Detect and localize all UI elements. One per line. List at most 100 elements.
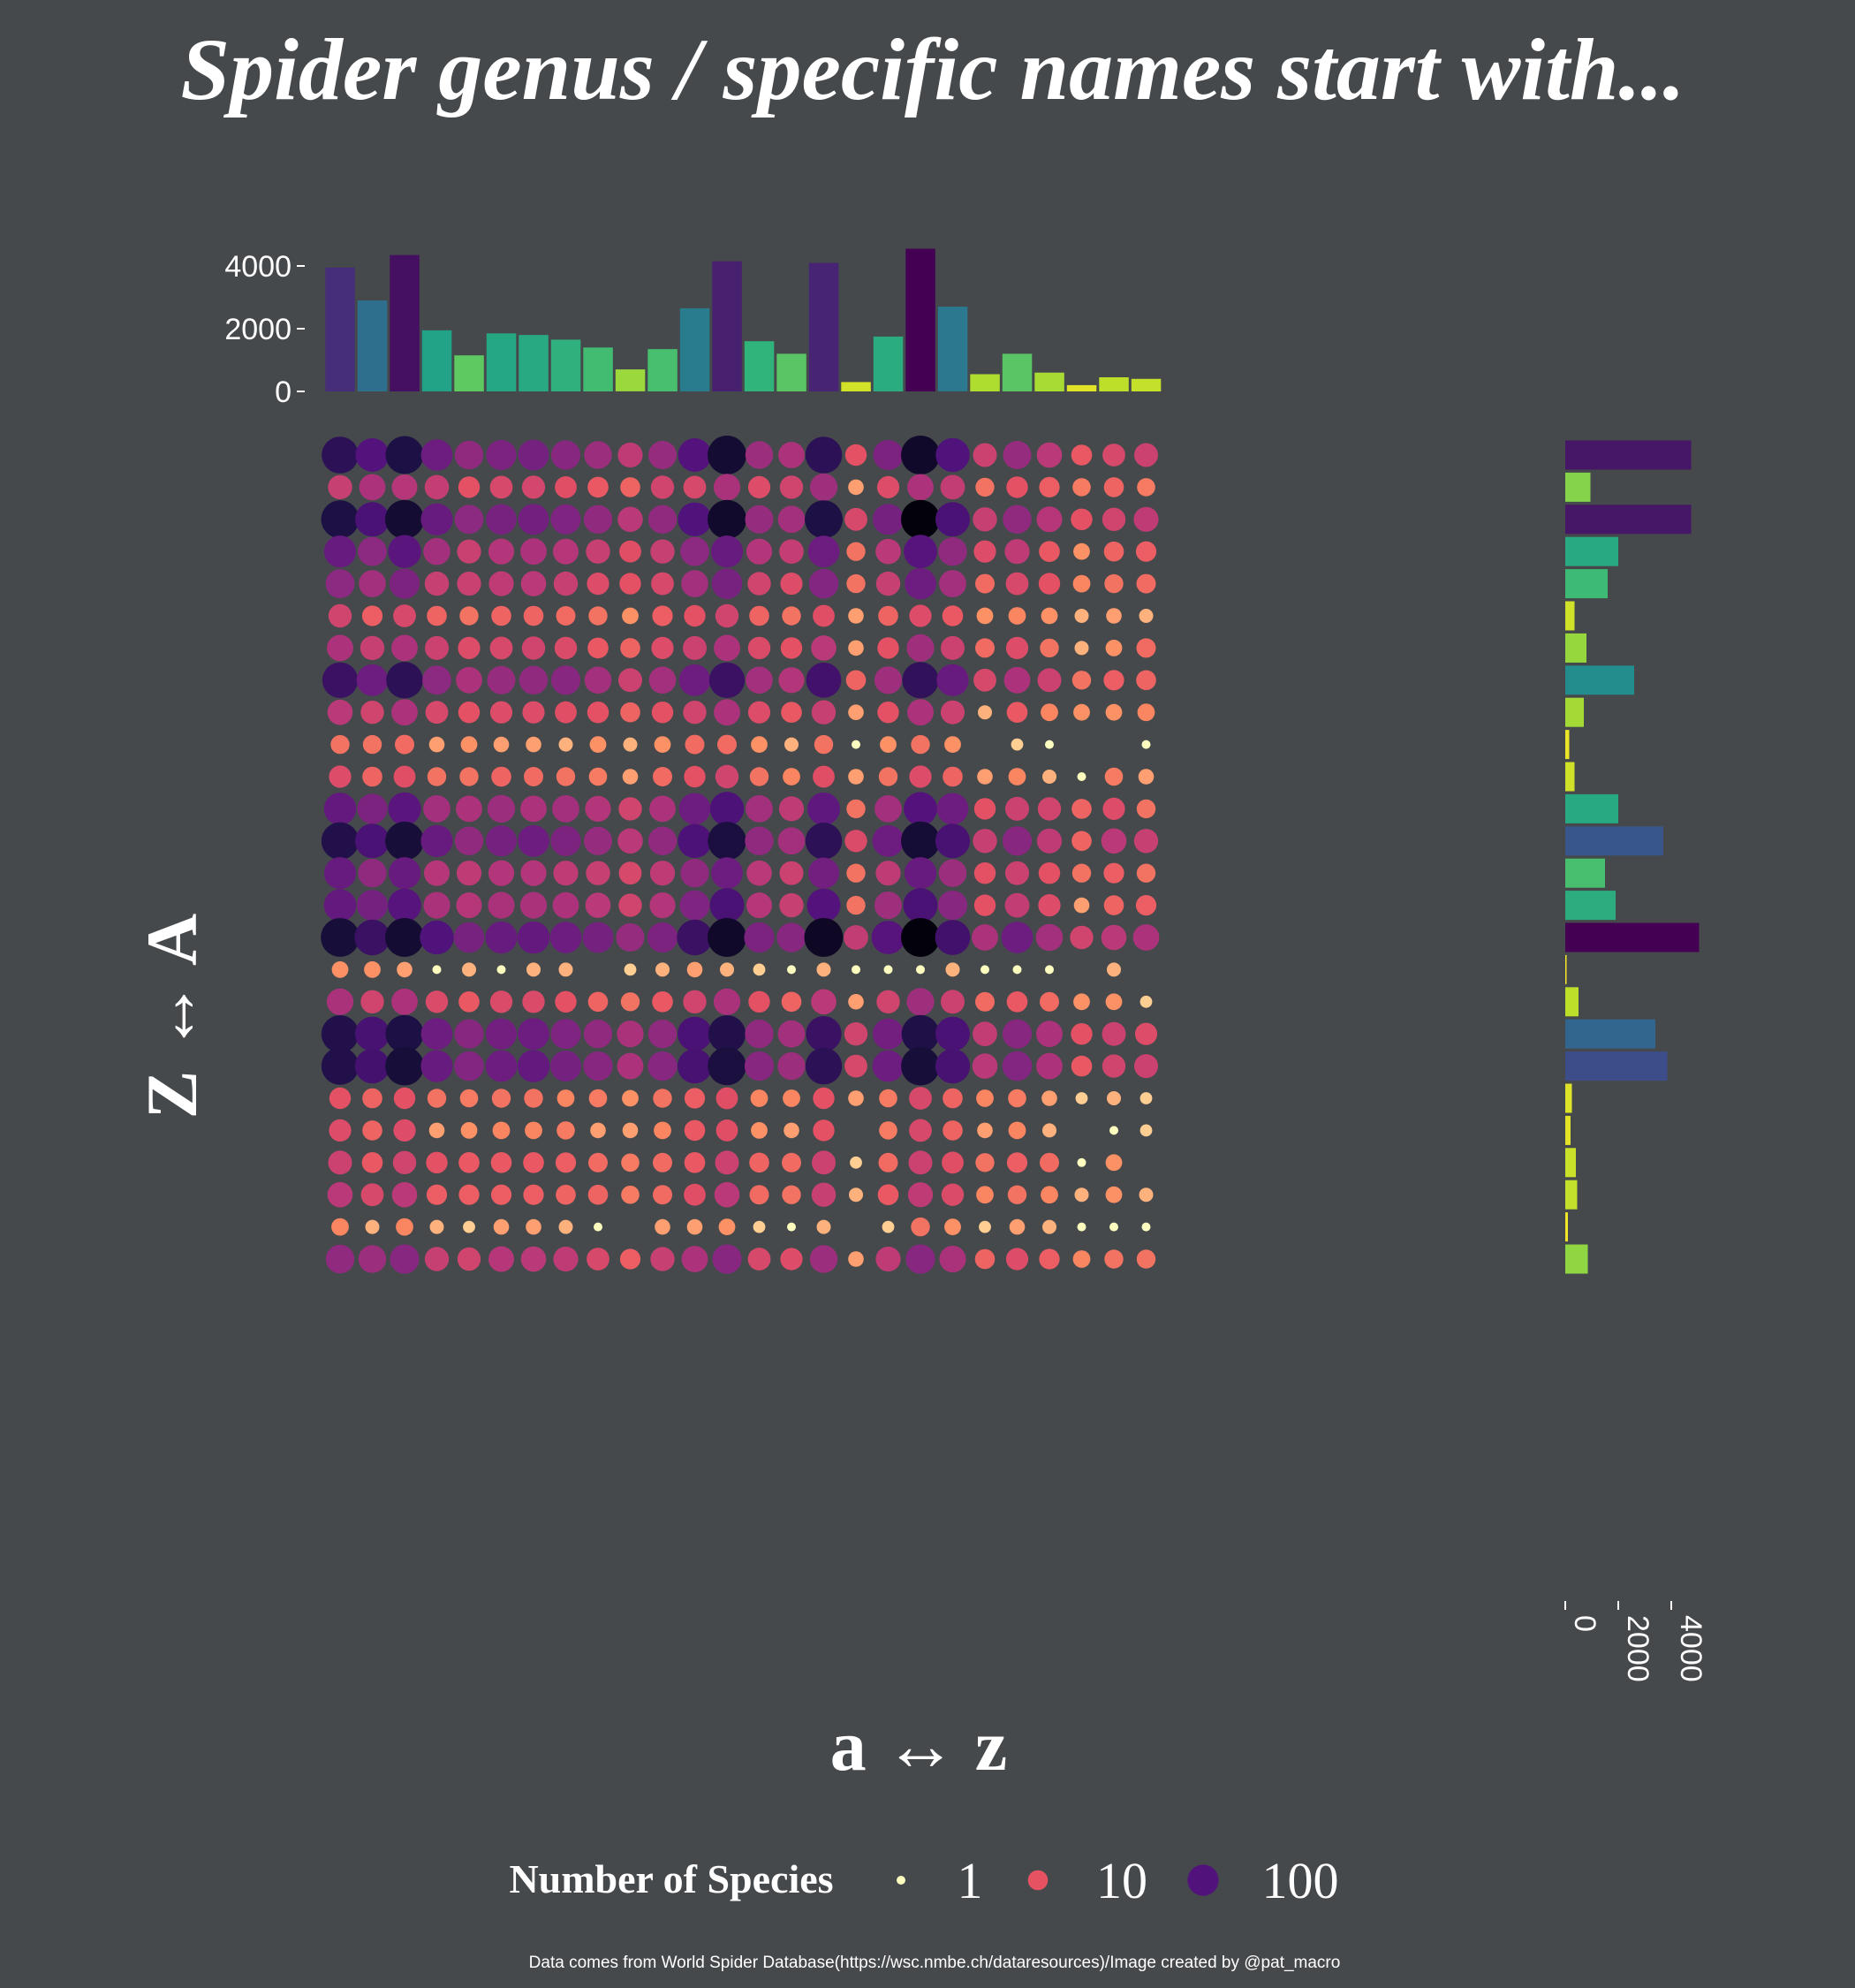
dot-Pt — [935, 920, 971, 955]
dot-Mz — [1133, 829, 1159, 854]
dot-Rc — [391, 988, 418, 1015]
right-bar-J — [1565, 730, 1570, 760]
dot-Zx — [1072, 1250, 1091, 1268]
dot-Ls — [904, 792, 937, 826]
dot-Nc — [388, 857, 421, 890]
dot-Xc — [391, 1181, 418, 1208]
dot-Gf — [489, 636, 513, 660]
dot-Gy — [1105, 640, 1123, 656]
dot-Dw — [1039, 541, 1060, 562]
dot-Pe — [453, 922, 485, 953]
top-bar-h — [550, 339, 581, 391]
dot-Jk — [654, 736, 671, 753]
dot-Bd — [424, 474, 450, 500]
dot-Uv — [1008, 1089, 1026, 1108]
legend-dot-10 — [1027, 1870, 1049, 1891]
dot-Lr — [874, 795, 902, 823]
dot-Fa — [328, 603, 352, 628]
dot-Lc — [388, 792, 421, 826]
dot-Ap — [805, 436, 843, 474]
dot-Ae — [454, 440, 484, 470]
dot-Xk — [653, 1185, 672, 1205]
right-bar-O — [1565, 891, 1616, 921]
dot-Ax — [1071, 444, 1093, 466]
dot-Pb — [354, 919, 390, 956]
dot-Zz — [1136, 1249, 1156, 1269]
dot-Qr — [883, 965, 893, 975]
dot-Bt — [940, 474, 965, 500]
dot-Fj — [622, 607, 639, 625]
dot-Vu — [977, 1122, 993, 1139]
dot-Ud — [427, 1089, 447, 1108]
dot-Zv — [1005, 1248, 1029, 1271]
dot-Dn — [746, 538, 773, 565]
dot-Dc — [388, 535, 421, 568]
dot-Oz — [1135, 895, 1157, 916]
dot-Sj — [617, 1021, 644, 1048]
dot-Eb — [359, 570, 386, 597]
dot-Ek — [651, 572, 674, 596]
dot-Os — [903, 888, 938, 923]
dot-Ux — [1075, 1092, 1088, 1104]
dot-Md — [420, 824, 453, 857]
dot-Xh — [556, 1184, 576, 1205]
dot-Ki — [588, 767, 608, 786]
dot-Uz — [1140, 1092, 1153, 1104]
dot-Ke — [459, 767, 479, 786]
dot-Tn — [744, 1051, 775, 1081]
right-bar-G — [1565, 633, 1586, 663]
right-marginal-bar-chart — [1565, 440, 1700, 1274]
dot-Yg — [526, 1218, 541, 1235]
dot-Ko — [783, 768, 800, 785]
dot-Cx — [1071, 508, 1093, 530]
dot-Ry — [1105, 993, 1123, 1011]
dot-Aw — [1036, 442, 1063, 468]
dot-Mh — [550, 825, 581, 856]
dot-Br — [876, 475, 900, 499]
dot-Ng — [520, 860, 547, 886]
dot-Do — [779, 539, 804, 564]
dot-Dl — [680, 536, 709, 566]
dot-Sg — [518, 1018, 549, 1051]
dot-Af — [486, 439, 517, 471]
dot-Vc — [393, 1119, 416, 1142]
dot-Ew — [1038, 573, 1061, 595]
top-bar-z — [1131, 378, 1162, 391]
dot-Fx — [1074, 609, 1089, 623]
dot-Ug — [524, 1089, 543, 1108]
dot-Kz — [1138, 769, 1155, 785]
dot-Qb — [364, 961, 381, 978]
dot-Ah — [550, 440, 581, 470]
dot-Mo — [777, 827, 806, 855]
dot-matrix — [321, 436, 1160, 1274]
dot-Lv — [1005, 796, 1029, 821]
dot-Ms — [901, 821, 940, 861]
top-bar-y-axis: 0 2000 4000 — [224, 250, 305, 409]
right-bar-M — [1565, 826, 1663, 856]
dot-Wj — [621, 1153, 640, 1172]
dot-Vr — [879, 1121, 897, 1140]
dot-Ru — [975, 991, 995, 1012]
dot-Qa — [331, 961, 349, 978]
dot-Jw — [1045, 740, 1054, 749]
dot-Fb — [361, 605, 383, 626]
dot-Ar — [873, 439, 904, 471]
dot-Iy — [1105, 703, 1123, 721]
dot-Qy — [1107, 962, 1121, 977]
dot-Tr — [872, 1050, 905, 1082]
dot-Hj — [618, 668, 642, 693]
right-bar-I — [1565, 697, 1584, 727]
dot-Tu — [972, 1053, 998, 1079]
dot-Dm — [710, 535, 744, 568]
dot-Fz — [1139, 609, 1154, 623]
dot-Mx — [1071, 831, 1092, 852]
dot-Or — [874, 892, 903, 920]
dot-Nz — [1136, 863, 1156, 883]
dot-Yd — [429, 1219, 444, 1234]
dot-Ok — [649, 892, 676, 919]
dot-Kk — [653, 767, 672, 786]
right-bar-D — [1565, 536, 1618, 566]
dot-Lm — [709, 792, 745, 826]
dot-Od — [423, 892, 450, 919]
